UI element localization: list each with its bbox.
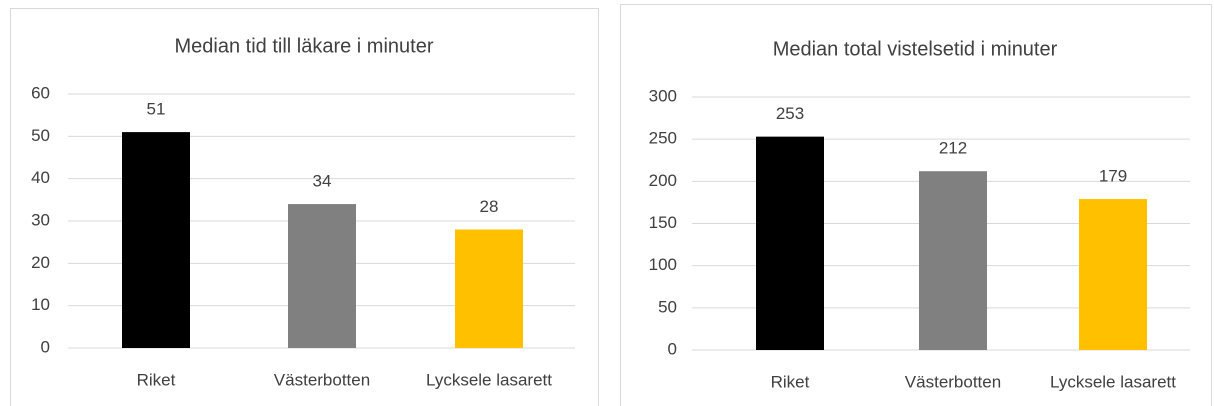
data-label: 28 — [480, 197, 499, 216]
y-tick-label: 40 — [31, 168, 50, 187]
x-tick-label: Lycksele lasarett — [1050, 372, 1176, 391]
bar — [756, 136, 824, 350]
data-label: 212 — [939, 139, 967, 158]
x-tick-label: Riket — [137, 370, 176, 389]
x-tick-label: Västerbotten — [274, 370, 370, 389]
bar — [455, 229, 523, 348]
y-tick-label: 250 — [649, 129, 677, 148]
y-tick-label: 50 — [658, 297, 677, 316]
bar — [288, 204, 356, 348]
bar — [919, 171, 987, 350]
data-label: 34 — [313, 172, 332, 191]
y-tick-label: 150 — [649, 213, 677, 232]
y-tick-label: 0 — [668, 339, 677, 358]
data-label: 253 — [776, 104, 804, 123]
y-tick-label: 100 — [649, 255, 677, 274]
y-tick-label: 50 — [31, 126, 50, 145]
x-tick-label: Riket — [771, 372, 810, 391]
y-tick-label: 0 — [41, 337, 50, 356]
data-label: 51 — [147, 100, 166, 119]
y-tick-label: 200 — [649, 171, 677, 190]
y-tick-label: 60 — [31, 83, 50, 102]
y-tick-label: 300 — [649, 86, 677, 105]
y-tick-label: 30 — [31, 210, 50, 229]
y-tick-label: 10 — [31, 295, 50, 314]
data-label: 179 — [1099, 167, 1127, 186]
bar — [1079, 199, 1147, 350]
y-tick-label: 20 — [31, 253, 50, 272]
chart-title: Median total vistelsetid i minuter — [773, 38, 1058, 60]
x-tick-label: Lycksele lasarett — [426, 370, 552, 389]
bar — [122, 132, 190, 348]
x-tick-label: Västerbotten — [905, 372, 1001, 391]
chart-title: Median tid till läkare i minuter — [175, 35, 434, 57]
